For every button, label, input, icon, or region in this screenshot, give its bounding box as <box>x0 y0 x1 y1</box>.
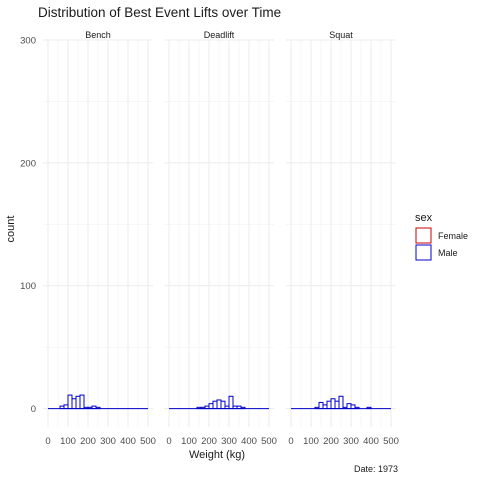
histogram-bar <box>338 395 344 410</box>
x-tick-label: 300 <box>221 436 237 447</box>
x-axis-label: Weight (kg) <box>189 449 245 461</box>
facet-panel-deadlift: Deadlift 0 100 200 300 400 500 <box>164 30 277 447</box>
histogram-bar <box>342 406 348 410</box>
x-tick-label: 200 <box>80 436 96 447</box>
histogram-bar <box>200 406 206 410</box>
histogram-bar <box>354 406 360 410</box>
histogram-bar <box>334 400 340 410</box>
histogram-bar <box>326 400 332 410</box>
histogram-bar <box>63 404 69 410</box>
histogram-bar <box>71 398 77 410</box>
histogram-bar <box>208 403 214 410</box>
x-tick-label: 500 <box>383 436 399 447</box>
x-tick-label: 400 <box>120 436 136 447</box>
legend-label: Male <box>438 248 458 258</box>
legend: sex Female Male <box>415 212 468 261</box>
series-male <box>48 394 148 410</box>
facet-label: Bench <box>85 30 111 40</box>
x-tick-label: 500 <box>261 436 277 447</box>
histogram-bar <box>240 406 246 410</box>
histogram-bar <box>83 406 89 410</box>
x-tick-label: 100 <box>181 436 197 447</box>
x-tick-label: 100 <box>303 436 319 447</box>
x-tick-label: 500 <box>140 436 156 447</box>
histogram-bar <box>330 398 336 410</box>
histogram-bar <box>95 406 101 410</box>
histogram-bar <box>350 404 356 410</box>
histogram-bar <box>59 405 65 410</box>
legend-swatch <box>415 244 432 261</box>
series-male <box>291 395 391 410</box>
legend-title: sex <box>415 212 433 224</box>
histogram-bar <box>322 404 328 410</box>
x-tick-label: 200 <box>323 436 339 447</box>
histogram-bar <box>212 400 218 410</box>
x-tick-label: 0 <box>45 436 50 447</box>
facet-label: Deadlift <box>204 30 235 40</box>
y-axis: 0 100 200 300 <box>20 36 36 416</box>
histogram-bar <box>204 405 210 410</box>
x-tick-label: 300 <box>100 436 116 447</box>
histogram-bar <box>346 403 352 410</box>
x-tick-label: 100 <box>60 436 76 447</box>
date-caption: Date: 1973 <box>354 464 398 474</box>
histogram-bar <box>87 406 93 410</box>
legend-item-male: Male <box>415 244 458 261</box>
histogram-bar <box>79 394 85 410</box>
facet-panel-bench: Bench 0 100 200 300 400 500 <box>43 30 156 447</box>
y-axis-label: count <box>5 216 17 243</box>
y-tick-label: 0 <box>31 404 36 415</box>
x-tick-label: 300 <box>343 436 359 447</box>
legend-swatch <box>415 227 432 244</box>
histogram-bar <box>67 394 73 410</box>
x-tick-label: 200 <box>201 436 217 447</box>
legend-label: Female <box>438 231 468 241</box>
y-tick-label: 300 <box>20 36 36 47</box>
legend-item-female: Female <box>415 227 468 244</box>
histogram-bar <box>314 406 320 410</box>
facet-label: Squat <box>329 30 353 40</box>
chart-title: Distribution of Best Event Lifts over Ti… <box>38 5 281 20</box>
series-male <box>169 395 269 410</box>
y-tick-label: 100 <box>20 281 36 292</box>
histogram-bar <box>91 405 97 410</box>
facet-panel-squat: Squat 0 100 200 300 400 500 <box>286 30 399 447</box>
histogram-bar <box>224 405 230 410</box>
histogram-bar <box>228 395 234 410</box>
histogram-bar <box>220 400 226 410</box>
histogram-bar <box>232 405 238 410</box>
x-tick-label: 400 <box>241 436 257 447</box>
facet-panels: Bench 0 100 200 300 400 500 Deadlift 0 100 200 300 4… <box>43 30 399 447</box>
x-tick-label: 0 <box>166 436 171 447</box>
y-tick-label: 200 <box>20 158 36 169</box>
histogram-bar <box>366 406 372 410</box>
x-tick-label: 400 <box>363 436 379 447</box>
x-tick-label: 0 <box>288 436 293 447</box>
